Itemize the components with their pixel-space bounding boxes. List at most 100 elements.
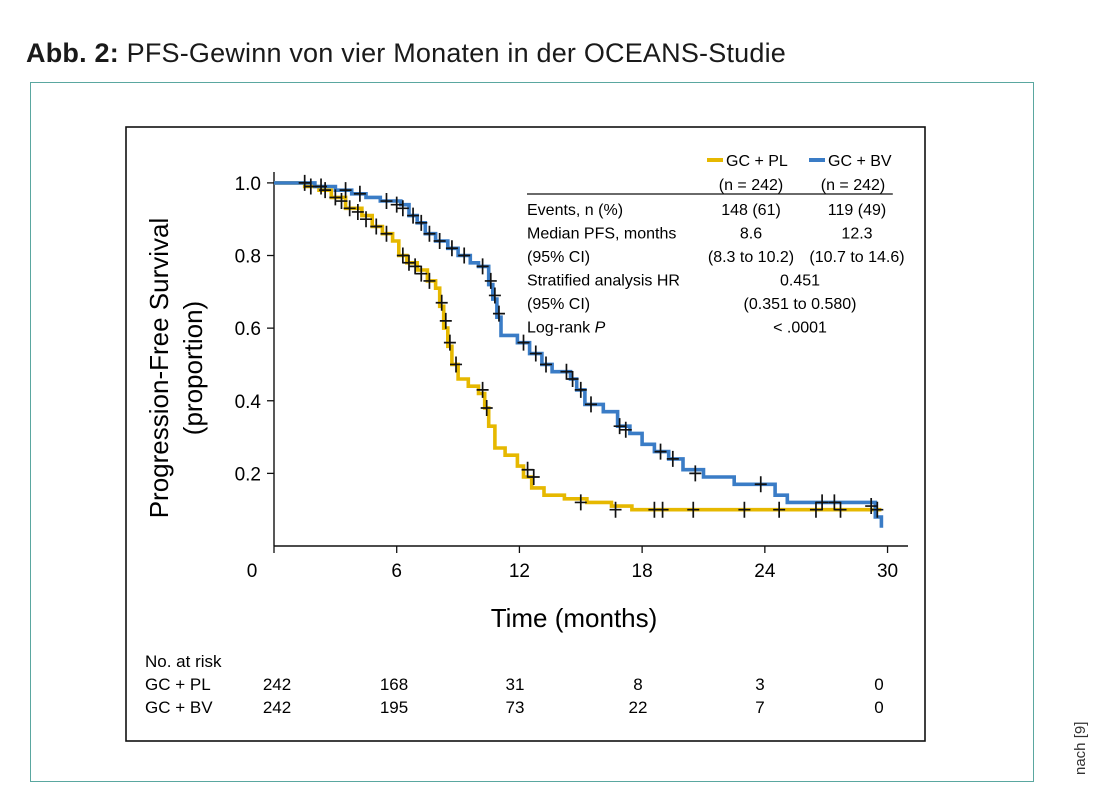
censor-mark-gc-bv xyxy=(396,200,409,217)
censor-mark-gc-pl xyxy=(574,494,587,511)
y-axis-label-line2: (proportion) xyxy=(178,301,208,435)
censor-mark-gc-pl xyxy=(809,501,822,518)
stats-value-gc-pl: 148 (61) xyxy=(721,202,781,219)
chart-panel xyxy=(125,126,926,742)
censor-mark-gc-pl xyxy=(450,356,463,373)
stats-value-gc-bv: 119 (49) xyxy=(828,202,886,219)
x-tick-label: 24 xyxy=(754,561,776,582)
x-axis-label: Time (months) xyxy=(491,603,658,633)
censor-mark-gc-bv xyxy=(529,345,542,362)
stats-value: 0.451 xyxy=(780,273,820,290)
censor-mark-gc-pl xyxy=(396,247,409,264)
censor-mark-gc-bv xyxy=(315,178,328,195)
stats-value: (0.351 to 0.580) xyxy=(744,296,857,313)
censor-mark-gc-pl xyxy=(435,294,448,311)
stats-row-label: Events, n (%) xyxy=(527,202,623,219)
stats-row-label: Stratified analysis HR xyxy=(527,273,680,290)
censor-mark-gc-bv xyxy=(458,247,471,264)
censor-mark-gc-pl xyxy=(480,400,493,417)
censor-mark-gc-pl xyxy=(609,501,622,518)
censor-mark-gc-bv xyxy=(380,193,393,210)
censor-mark-gc-pl xyxy=(738,501,751,518)
censor-mark-gc-bv xyxy=(666,450,679,467)
censor-mark-gc-pl xyxy=(370,218,383,235)
censor-mark-gc-pl xyxy=(351,203,364,220)
stats-value-gc-pl: 8.6 xyxy=(740,226,762,243)
censor-mark-gc-pl xyxy=(834,501,847,518)
censor-mark-gc-bv xyxy=(415,214,428,231)
at-risk-count: 242 xyxy=(263,675,291,694)
censor-mark-gc-bv xyxy=(585,396,597,413)
censor-mark-gc-pl xyxy=(871,501,884,518)
y-tick-label: 1.0 xyxy=(235,174,261,195)
censor-mark-gc-pl xyxy=(423,272,436,289)
censor-mark-gc-pl xyxy=(409,258,422,275)
at-risk-count: 0 xyxy=(874,675,883,694)
at-risk-count: 242 xyxy=(263,698,291,717)
at-risk-title: No. at risk xyxy=(145,652,222,671)
censor-mark-gc-bv xyxy=(517,334,530,351)
censor-mark-gc-bv xyxy=(407,207,420,224)
censor-mark-gc-pl xyxy=(521,461,534,478)
censor-mark-gc-bv xyxy=(353,185,366,202)
censor-mark-gc-bv xyxy=(433,232,446,249)
censor-mark-gc-bv xyxy=(476,258,489,275)
stats-value-gc-bv: 12.3 xyxy=(841,226,872,243)
censor-mark-gc-bv xyxy=(654,443,667,460)
figure-label: Abb. 2: xyxy=(26,38,119,68)
y-tick-label: 0.4 xyxy=(235,392,262,413)
censor-mark-gc-bv xyxy=(828,494,841,511)
censor-mark-gc-bv xyxy=(865,498,878,515)
stats-row-label: Log-rank P xyxy=(527,320,606,337)
at-risk-count: 73 xyxy=(506,698,525,717)
censor-mark-gc-bv xyxy=(540,356,553,373)
at-risk-count: 8 xyxy=(633,675,642,694)
censor-mark-gc-bv xyxy=(445,240,458,257)
figure-heading: Abb. 2: PFS-Gewinn von vier Monaten in d… xyxy=(26,38,786,69)
censor-mark-gc-bv xyxy=(298,174,311,191)
legend-entry: GC + BV xyxy=(828,153,892,170)
censor-mark-gc-pl xyxy=(415,265,428,282)
censor-mark-gc-bv xyxy=(560,363,573,380)
legend-entry: GC + PL xyxy=(726,153,788,170)
at-risk-count: 0 xyxy=(874,698,883,717)
censor-mark-gc-bv xyxy=(754,476,767,493)
y-axis-label-line1: Progression-Free Survival xyxy=(144,218,174,519)
at-risk-count: 22 xyxy=(629,698,648,717)
censor-mark-gc-bv xyxy=(390,196,403,213)
censor-mark-gc-bv xyxy=(492,305,505,322)
censor-mark-gc-pl xyxy=(443,334,456,351)
at-risk-row-label: GC + PL xyxy=(145,675,211,694)
censor-mark-gc-pl xyxy=(343,200,356,217)
censor-mark-gc-pl xyxy=(656,501,669,518)
at-risk-row-label: GC + BV xyxy=(145,698,213,717)
stats-row-label: Median PFS, months xyxy=(527,226,676,243)
x-tick-label: 6 xyxy=(391,561,402,582)
censor-mark-gc-pl xyxy=(476,381,489,398)
censor-mark-gc-pl xyxy=(360,211,373,228)
stats-value-gc-pl: (8.3 to 10.2) xyxy=(708,249,794,266)
at-risk-count: 7 xyxy=(755,698,764,717)
stats-value-gc-bv: (10.7 to 14.6) xyxy=(809,249,904,266)
censor-mark-gc-bv xyxy=(339,182,352,199)
censor-mark-gc-bv xyxy=(488,287,501,304)
censor-mark-gc-pl xyxy=(527,469,540,486)
x-tick-label: 0 xyxy=(247,561,258,582)
censor-mark-gc-bv xyxy=(816,494,829,511)
censor-mark-gc-pl xyxy=(687,501,700,518)
censor-mark-gc-bv xyxy=(613,418,626,435)
censor-mark-gc-pl xyxy=(439,312,452,329)
x-tick-label: 12 xyxy=(509,561,530,582)
x-tick-label: 18 xyxy=(632,561,653,582)
censor-mark-gc-pl xyxy=(773,501,786,518)
km-curve-gc-bv xyxy=(274,181,884,528)
censor-mark-gc-bv xyxy=(566,370,579,387)
censor-mark-gc-pl xyxy=(402,254,415,271)
censor-mark-gc-bv xyxy=(619,421,632,438)
y-tick-label: 0.2 xyxy=(235,464,261,485)
censor-mark-gc-pl xyxy=(304,178,317,195)
legend-n: (n = 242) xyxy=(821,177,885,194)
censor-mark-gc-pl xyxy=(380,225,393,242)
y-tick-label: 0.6 xyxy=(235,319,261,340)
stats-row-label: (95% CI) xyxy=(527,296,590,313)
